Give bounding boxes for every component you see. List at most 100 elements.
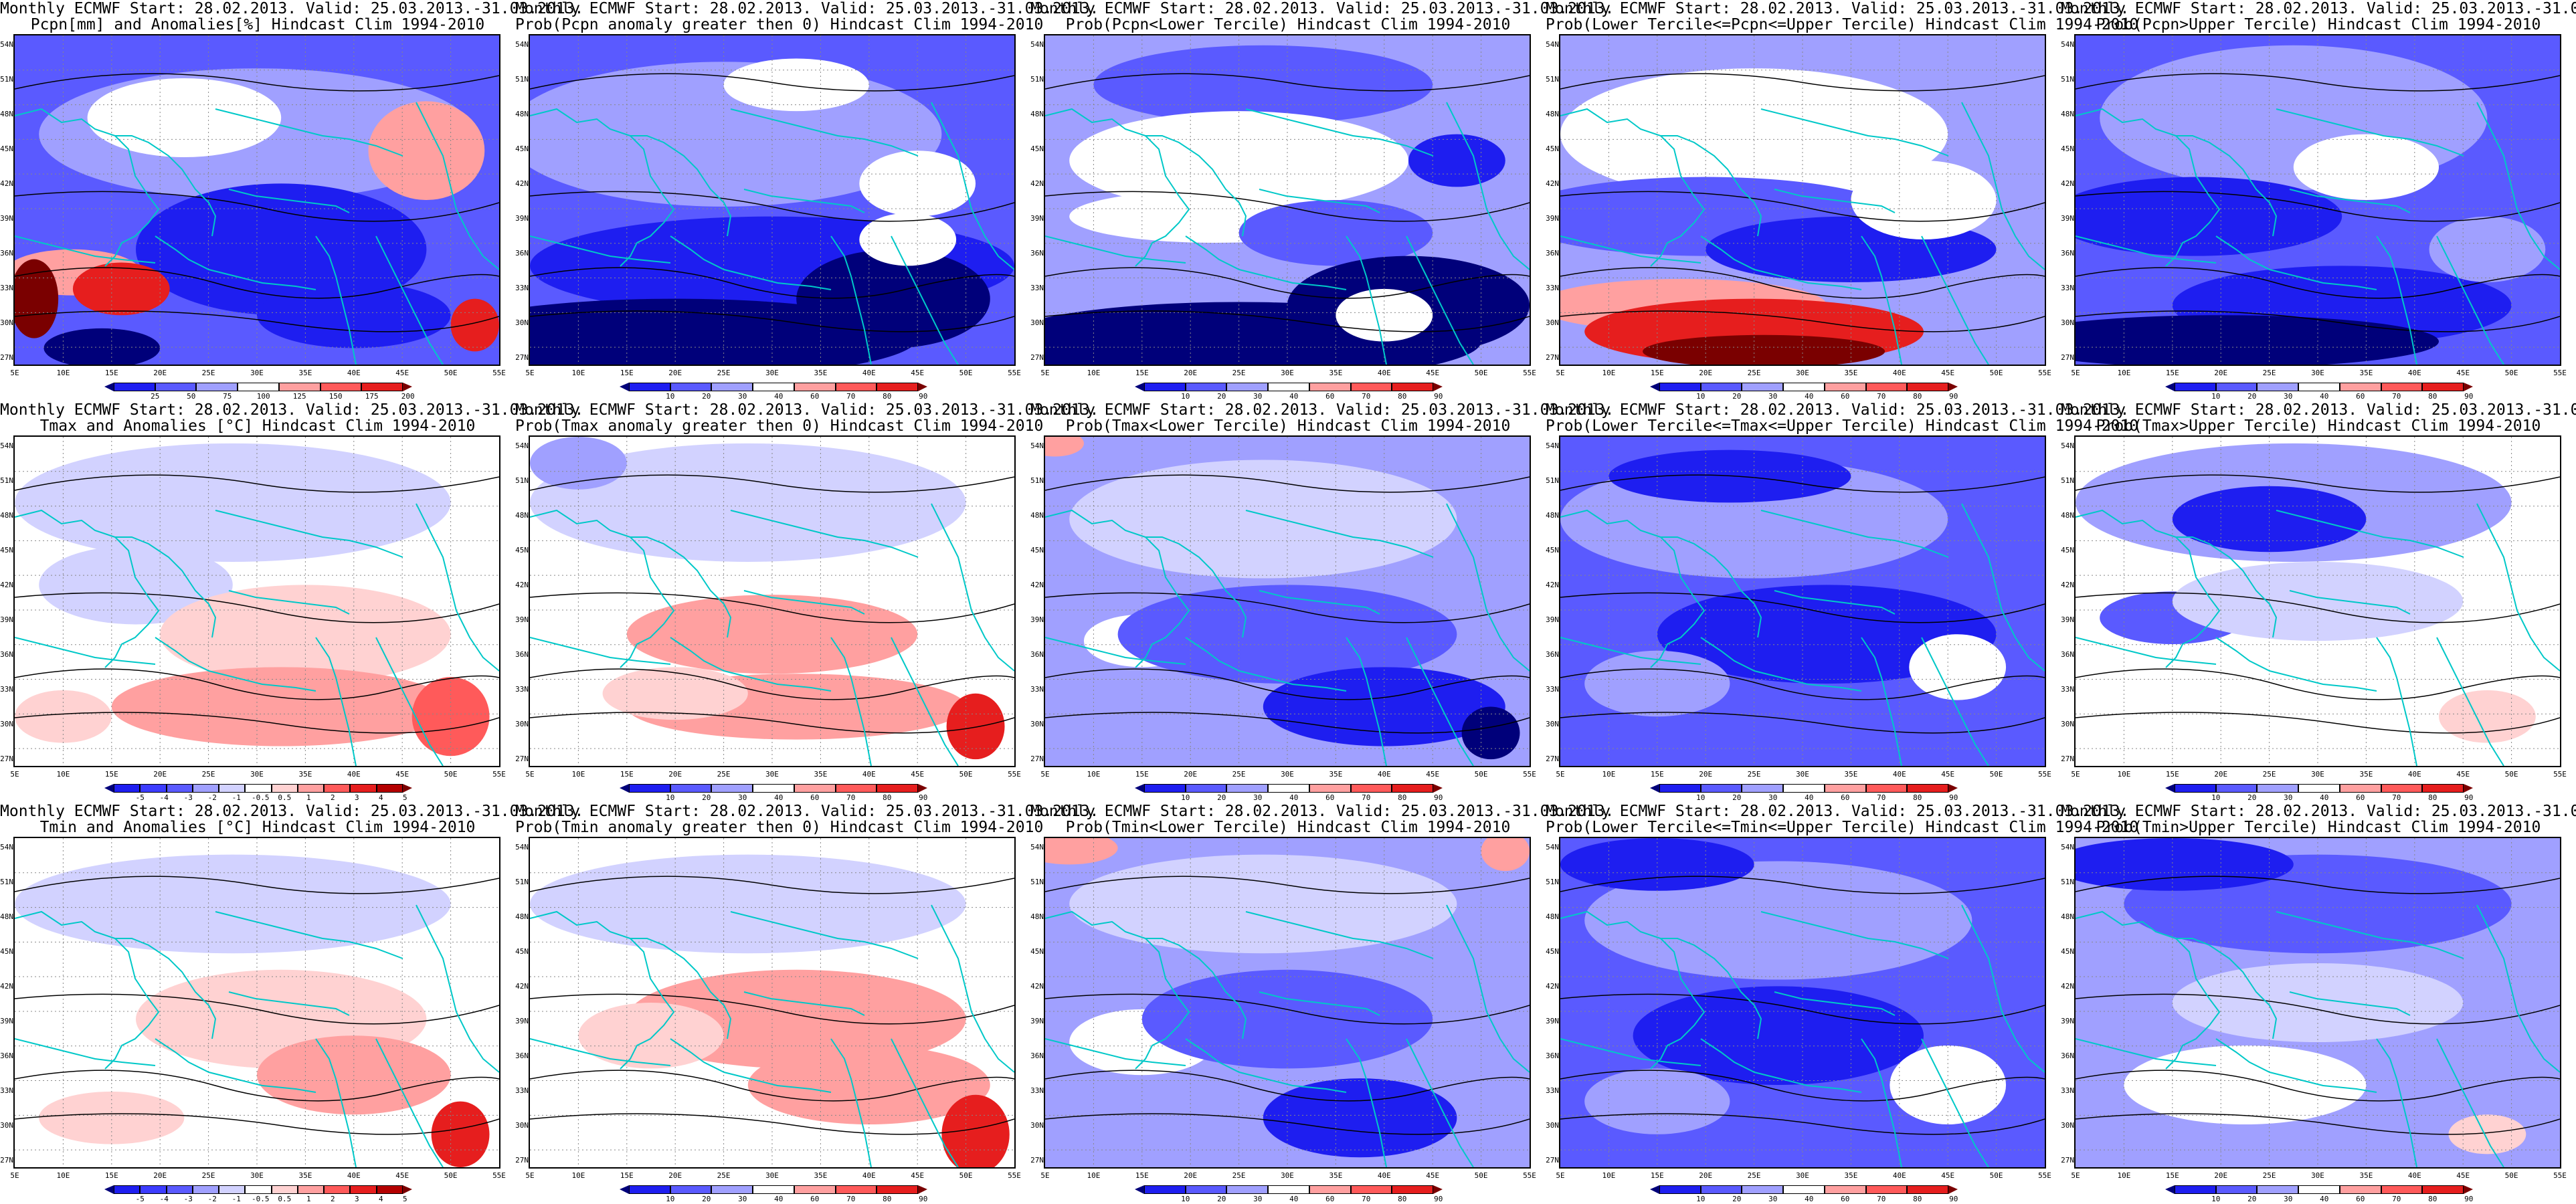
lon-tick-label: 55E bbox=[1523, 369, 1536, 377]
colorbar-min-arrow bbox=[1135, 784, 1144, 793]
colorbar-max-arrow bbox=[1948, 383, 1958, 391]
contour-line bbox=[2076, 592, 2560, 623]
colorbar-label: 5 bbox=[402, 1195, 407, 1203]
lat-tick-label: 51N bbox=[2061, 878, 2074, 886]
field-patch bbox=[15, 443, 451, 562]
panel-title-line2: Prob(Pcpn<Lower Tercile) Hindcast Clim 1… bbox=[1065, 16, 1511, 33]
lon-tick-label: 45E bbox=[2456, 1171, 2470, 1180]
colorbar-label: 60 bbox=[1841, 1195, 1850, 1203]
colorbar-segment bbox=[1824, 784, 1866, 793]
panel-title-line1: Monthly ECMWF Start: 28.02.2013. Valid: … bbox=[0, 401, 584, 419]
lon-tick-label: 35E bbox=[814, 770, 828, 779]
colorbar-label: 20 bbox=[1217, 392, 1226, 401]
lon-tick-label: 50E bbox=[1474, 770, 1488, 779]
contour-line bbox=[1560, 73, 2045, 92]
colorbar-label: 70 bbox=[1877, 1195, 1886, 1203]
coastline bbox=[2436, 1038, 2504, 1167]
panel-title-line1: Monthly ECMWF Start: 28.02.2013. Valid: … bbox=[1546, 803, 2130, 820]
colorbar-label: 30 bbox=[1768, 793, 1778, 802]
lon-tick-label: 55E bbox=[2553, 369, 2567, 377]
colorbar-segment bbox=[1700, 784, 1742, 793]
coastline bbox=[1700, 1038, 1862, 1093]
map-panel: Monthly ECMWF Start: 28.02.2013. Valid: … bbox=[0, 401, 584, 803]
colorbar-max-arrow bbox=[403, 1185, 412, 1194]
map-area bbox=[2074, 837, 2561, 1169]
coastline bbox=[1700, 637, 1862, 692]
colorbar-segment bbox=[1268, 383, 1309, 391]
coastline bbox=[115, 938, 217, 1039]
lon-tick-label: 30E bbox=[1281, 1171, 1294, 1180]
coastline bbox=[743, 991, 865, 1016]
lon-tick-label: 45E bbox=[911, 1171, 925, 1180]
map-canvas bbox=[1560, 437, 2045, 766]
coastline bbox=[1486, 610, 1530, 672]
map-area bbox=[1044, 837, 1531, 1169]
field-patch bbox=[72, 262, 170, 316]
coastline bbox=[456, 610, 499, 672]
coastline bbox=[15, 108, 160, 267]
contour-line bbox=[15, 474, 499, 493]
lat-tick-label: 36N bbox=[1546, 1051, 1559, 1060]
lat-tick-label: 27N bbox=[1546, 353, 1559, 362]
contour-line bbox=[15, 993, 499, 1025]
lat-tick-label: 33N bbox=[2061, 284, 2074, 292]
field-patch bbox=[15, 854, 451, 954]
coastline bbox=[530, 235, 671, 264]
lon-tick-label: 55E bbox=[2038, 369, 2051, 377]
lon-tick-label: 40E bbox=[347, 369, 361, 377]
colorbar-label: 30 bbox=[738, 392, 747, 401]
map-panel: Monthly ECMWF Start: 28.02.2013. Valid: … bbox=[2061, 0, 2576, 401]
contour-line bbox=[15, 592, 499, 623]
colorbar-segment bbox=[1659, 784, 1701, 793]
lat-tick-label: 51N bbox=[1546, 75, 1559, 84]
coastline bbox=[2276, 108, 2464, 157]
lat-tick-label: 30N bbox=[1030, 318, 1044, 327]
colorbar-segment bbox=[1783, 1185, 1825, 1194]
lon-tick-label: 15E bbox=[2165, 770, 2179, 779]
coastline bbox=[971, 209, 1014, 270]
coastline bbox=[115, 536, 217, 638]
colorbar-label: 70 bbox=[846, 1195, 856, 1203]
colorbar-label: 40 bbox=[1805, 392, 1814, 401]
contour-line bbox=[2076, 1070, 2560, 1102]
lon-tick-label: 45E bbox=[2456, 770, 2470, 779]
colorbar-label: 20 bbox=[2247, 392, 2257, 401]
lat-tick-label: 33N bbox=[0, 685, 13, 694]
coastline bbox=[1961, 503, 2003, 611]
field-patch bbox=[2448, 1114, 2526, 1155]
colorbar-label: 90 bbox=[1949, 793, 1958, 802]
colorbar-segment bbox=[629, 1185, 670, 1194]
lat-tick-label: 33N bbox=[1030, 284, 1044, 292]
lon-tick-label: 45E bbox=[1426, 369, 1440, 377]
lon-tick-label: 25E bbox=[1747, 1171, 1761, 1180]
lon-tick-label: 50E bbox=[2504, 770, 2518, 779]
colorbar-label: 80 bbox=[1398, 392, 1407, 401]
map-canvas bbox=[530, 838, 1014, 1167]
lat-tick-label: 36N bbox=[0, 1051, 13, 1060]
coastline bbox=[1346, 637, 1387, 766]
colorbar-segment bbox=[297, 784, 325, 793]
colorbar-segment bbox=[1309, 784, 1351, 793]
colorbar-label: 40 bbox=[2320, 392, 2329, 401]
colorbar-segment bbox=[670, 383, 712, 391]
field-patch bbox=[530, 437, 627, 490]
lon-tick-label: 10E bbox=[2117, 770, 2131, 779]
panel-title-line1: Monthly ECMWF Start: 28.02.2013. Valid: … bbox=[2061, 0, 2576, 17]
lon-tick-label: 15E bbox=[620, 1171, 634, 1180]
colorbar-label: 10 bbox=[666, 793, 675, 802]
field-patch bbox=[2293, 134, 2439, 200]
lon-tick-label: 15E bbox=[1650, 369, 1664, 377]
colorbar-segment bbox=[1144, 784, 1186, 793]
colorbar: 10 20 30 40 60 70 80 90 bbox=[1650, 784, 1958, 803]
colorbar-label: 1 bbox=[306, 793, 311, 802]
colorbar-label: 90 bbox=[1434, 1195, 1443, 1203]
coastline bbox=[931, 904, 972, 1013]
colorbar-max-arrow bbox=[403, 383, 412, 391]
colorbar-label: 30 bbox=[2284, 392, 2293, 401]
coastline bbox=[2289, 590, 2411, 615]
lat-tick-label: 51N bbox=[515, 476, 529, 485]
contour-line bbox=[15, 1070, 499, 1102]
colorbar-max-arrow bbox=[1948, 784, 1958, 793]
field-patch bbox=[946, 693, 1005, 760]
lat-tick-label: 48N bbox=[0, 110, 13, 118]
